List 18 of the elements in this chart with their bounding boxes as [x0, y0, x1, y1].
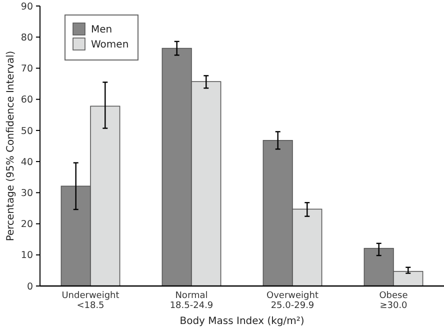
x-tick-label: Underweight <18.5 — [62, 291, 120, 311]
y-tick-label: 10 — [20, 250, 33, 262]
y-tick-label: 70 — [20, 64, 33, 75]
x-tick-label: Overweight 25.0-29.9 — [266, 291, 319, 311]
legend-label: Women — [91, 40, 129, 50]
y-tick-label: 40 — [20, 156, 33, 168]
y-tick-label: 90 — [20, 1, 33, 12]
x-axis-title: Body Mass Index (kg/m²) — [180, 316, 304, 327]
y-tick-label: 60 — [20, 94, 33, 106]
y-tick-label: 20 — [20, 219, 33, 230]
y-tick-label: 0 — [26, 281, 33, 292]
x-tick-label: Obese ≥30.0 — [379, 291, 408, 311]
y-tick-label: 50 — [20, 126, 33, 137]
y-tick-label: 30 — [20, 188, 33, 199]
y-axis-title: Percentage (95% Confidence Interval) — [6, 50, 16, 242]
legend-label: Men — [91, 24, 112, 36]
x-tick-label: Normal 18.5-24.9 — [170, 291, 214, 311]
y-tick-label: 80 — [20, 32, 33, 44]
